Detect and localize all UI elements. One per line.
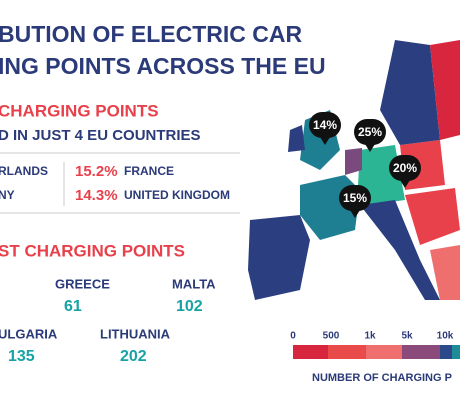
legend-swatch: [440, 345, 452, 359]
italy: [360, 200, 440, 300]
item-value: 61: [64, 298, 82, 315]
balkans: [430, 245, 460, 300]
title: BUTION OF ELECTRIC CAR: [0, 21, 302, 47]
legend-title: NUMBER OF CHARGING P: [312, 372, 452, 384]
item-value: 202: [120, 348, 147, 365]
legend: 0 500 1k 5k 10k NUMBER OF CHARGING P: [290, 331, 460, 384]
finland: [430, 40, 460, 140]
row-label: NY: [0, 188, 15, 202]
row-country: UNITED KINGDOM: [124, 188, 230, 202]
callout-label: 14%: [313, 118, 337, 132]
callout-label: 20%: [393, 161, 417, 175]
callout: 14%: [309, 112, 341, 145]
iberia: [248, 215, 310, 300]
row-share: 14.3%: [75, 187, 118, 204]
callout: 20%: [389, 155, 421, 188]
legend-swatch: [402, 345, 440, 359]
legend-tick: 10k: [437, 331, 454, 342]
heading: ST CHARGING POINTS: [0, 241, 185, 260]
item-country: ULGARIA: [0, 326, 58, 341]
item-country: MALTA: [172, 276, 216, 291]
legend-swatch: [328, 345, 366, 359]
legend-swatch: [452, 345, 460, 359]
legend-tick: 0: [290, 331, 296, 342]
legend-tick: 500: [323, 331, 340, 342]
legend-swatch: [366, 345, 402, 359]
row-share: 15.2%: [75, 163, 118, 180]
subheading: D IN JUST 4 EU COUNTRIES: [0, 127, 201, 144]
title: ING POINTS ACROSS THE EU: [0, 53, 326, 79]
legend-tick: 1k: [364, 331, 376, 342]
item-country: LITHUANIA: [100, 326, 171, 341]
callout: 15%: [339, 185, 371, 218]
callout-label: 25%: [358, 125, 382, 139]
heading: CHARGING POINTS: [0, 101, 159, 120]
row-label: RLANDS: [0, 164, 48, 178]
scandinavia: [380, 40, 440, 145]
legend-tick: 5k: [401, 331, 413, 342]
callout-label: 15%: [343, 191, 367, 205]
callouts: 14% 25% 20% 15%: [309, 112, 421, 218]
callout: 25%: [354, 119, 386, 152]
item-value: 102: [176, 298, 203, 315]
item-value: 135: [8, 348, 35, 365]
central: [405, 188, 460, 245]
row-country: FRANCE: [124, 164, 174, 178]
ireland: [288, 125, 305, 152]
benelux: [345, 148, 362, 175]
item-country: GREECE: [55, 276, 110, 291]
legend-swatch: [293, 345, 328, 359]
